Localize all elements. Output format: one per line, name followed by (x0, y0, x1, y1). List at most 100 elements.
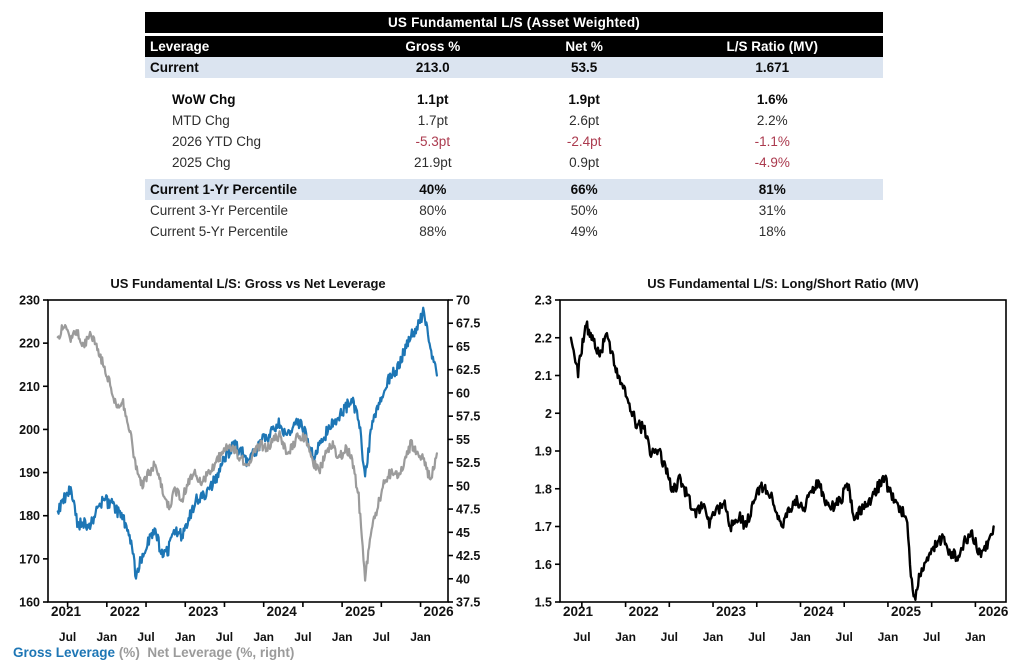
gross-value: 80% (419, 203, 447, 218)
col-header-net: Net % (565, 39, 603, 54)
y-axis-tick-label: 1.6 (535, 558, 552, 572)
table-row-5yr-percentile: Current 5-Yr Percentile 88% 49% 18% (145, 221, 883, 242)
table-row-current: Current 213.0 53.5 1.671 (145, 57, 883, 78)
year-label: 2025 (345, 604, 376, 619)
row-label: Current 5-Yr Percentile (150, 224, 289, 239)
row-label: 2025 Chg (172, 155, 231, 170)
x-axis-tick-label: Jan (790, 630, 811, 644)
divider (145, 33, 883, 36)
x-axis-tick-label: Jul (748, 630, 765, 644)
spacer (145, 78, 883, 89)
y-axis-tick-label: 2.3 (535, 294, 552, 308)
y-axis-tick-label: 1.5 (535, 596, 552, 610)
y2-axis-tick-label: 70 (456, 294, 470, 308)
net-value: 0.9pt (569, 155, 600, 170)
col-header-ls-ratio: L/S Ratio (MV) (726, 39, 819, 54)
year-label: 2025 (891, 604, 922, 619)
y2-axis-tick-label: 37.5 (456, 596, 480, 610)
gross-vs-net-leverage-chart: US Fundamental L/S: Gross vs Net Leverag… (19, 276, 480, 644)
gross-value: 1.7pt (417, 113, 448, 128)
y-axis-tick-label: 160 (19, 596, 40, 610)
year-label: 2021 (563, 604, 594, 619)
gross-value: 1.1pt (417, 92, 449, 107)
y-axis-tick-label: 200 (19, 423, 40, 437)
left-chart-legend: Gross Leverage (%) Net Leverage (%, righ… (13, 645, 294, 660)
year-label: 2026 (978, 604, 1009, 619)
table-row-3yr-percentile: Current 3-Yr Percentile 80% 50% 31% (145, 200, 883, 221)
ratio-value: 1.6% (756, 92, 788, 107)
leverage-summary-table: US Fundamental L/S (Asset Weighted) Leve… (145, 12, 883, 242)
ratio-value: 1.671 (755, 60, 790, 75)
x-axis-tick-label: Jan (703, 630, 724, 644)
x-axis-tick-label: Jan (175, 630, 196, 644)
x-axis-tick-label: Jan (410, 630, 431, 644)
net-value: 2.6pt (569, 113, 600, 128)
row-label: Current (150, 60, 199, 75)
col-header-leverage: Leverage (150, 39, 210, 54)
legend-gross-leverage: Gross Leverage (13, 645, 116, 660)
year-label: 2026 (424, 604, 455, 619)
y2-axis-tick-label: 50 (456, 479, 470, 493)
gross-value: 21.9pt (414, 155, 452, 170)
year-label: 2024 (267, 604, 298, 619)
year-label: 2023 (716, 604, 747, 619)
y-axis-tick-label: 2 (545, 407, 552, 421)
gross-value: 213.0 (415, 60, 450, 75)
y-axis-tick-label: 230 (19, 294, 40, 308)
series-line-0 (56, 306, 438, 580)
year-label: 2022 (629, 604, 659, 619)
ratio-value: 81% (758, 182, 786, 197)
y-axis-tick-label: 2.1 (535, 369, 552, 383)
y2-axis-tick-label: 55 (456, 433, 470, 447)
y2-axis-tick-label: 40 (456, 572, 470, 586)
y2-axis-tick-label: 42.5 (456, 549, 480, 563)
y2-axis-tick-label: 45 (456, 526, 470, 540)
y-axis-tick-label: 220 (19, 337, 40, 351)
plot-frame (559, 299, 1007, 603)
ratio-value: -1.1% (754, 134, 790, 149)
y2-axis-tick-label: 67.5 (456, 317, 480, 331)
x-axis-tick-label: Jul (137, 630, 154, 644)
x-axis-tick-label: Jan (965, 630, 986, 644)
series-line-1 (56, 324, 438, 582)
x-axis-tick-label: Jan (615, 630, 636, 644)
gross-value: -5.3pt (415, 134, 451, 149)
legend-net-leverage: Net Leverage (%, right) (147, 645, 295, 660)
x-axis-tick-label: Jul (923, 630, 940, 644)
chart-title: US Fundamental L/S: Long/Short Ratio (MV… (647, 276, 919, 291)
x-axis-tick-label: Jul (294, 630, 311, 644)
y-axis-tick-label: 1.7 (535, 520, 552, 534)
x-axis-tick-label: Jul (216, 630, 233, 644)
table-row-1yr-percentile: Current 1-Yr Percentile 40% 66% 81% (145, 179, 883, 200)
net-value: 50% (570, 203, 598, 218)
long-short-ratio-chart: US Fundamental L/S: Long/Short Ratio (MV… (535, 276, 1009, 644)
table-header-row: Leverage Gross % Net % L/S Ratio (MV) (145, 36, 883, 57)
col-header-gross: Gross % (405, 39, 461, 54)
x-axis-tick-label: Jul (373, 630, 390, 644)
row-label: WoW Chg (172, 92, 236, 107)
row-label: MTD Chg (172, 113, 230, 128)
net-value: 53.5 (570, 60, 598, 75)
year-label: 2023 (188, 604, 219, 619)
x-axis-tick-label: Jul (661, 630, 678, 644)
y-axis-tick-label: 2.2 (535, 331, 552, 345)
plot-frame (47, 299, 449, 603)
table-row-2026-ytd-chg: 2026 YTD Chg -5.3pt -2.4pt -1.1% (145, 131, 883, 152)
year-label: 2022 (110, 604, 140, 619)
table-title: US Fundamental L/S (Asset Weighted) (145, 12, 883, 33)
gross-value: 88% (419, 224, 447, 239)
y2-axis-tick-label: 57.5 (456, 410, 480, 424)
y-axis-tick-label: 1.9 (535, 445, 552, 459)
legend-gross-units: (%) (115, 645, 140, 660)
table-row-mtd-chg: MTD Chg 1.7pt 2.6pt 2.2% (145, 110, 883, 131)
y2-axis-tick-label: 52.5 (456, 456, 480, 470)
net-value: 66% (570, 182, 598, 197)
ratio-value: 18% (758, 224, 786, 239)
x-axis-tick-label: Jan (332, 630, 353, 644)
ratio-value: -4.9% (754, 155, 790, 170)
ratio-value: 2.2% (756, 113, 788, 128)
x-axis-tick-label: Jul (836, 630, 853, 644)
y2-axis-tick-label: 65 (456, 340, 470, 354)
y-axis-tick-label: 170 (19, 552, 40, 566)
row-label: Current 3-Yr Percentile (150, 203, 289, 218)
